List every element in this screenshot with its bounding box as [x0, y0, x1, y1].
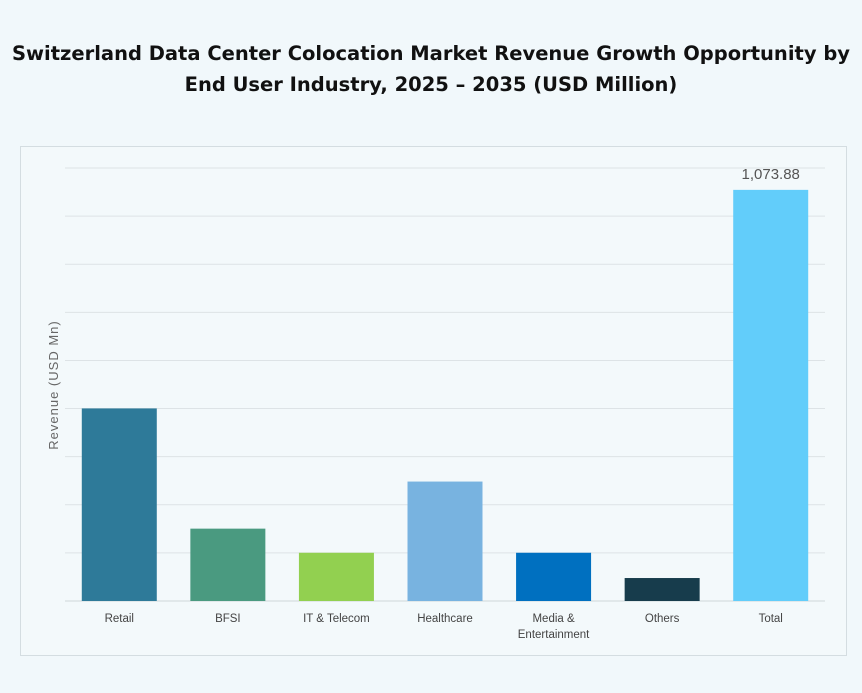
x-tick-label: BFSI: [215, 613, 241, 625]
chart-title: Switzerland Data Center Colocation Marke…: [0, 38, 862, 100]
bar-bfsi: [190, 528, 266, 601]
x-tick-label: Total: [759, 613, 783, 625]
bar-retail: [81, 408, 157, 601]
x-tick-label: Retail: [105, 613, 134, 625]
bar-total: [733, 189, 809, 601]
chart-title-line: End User Industry, 2025 – 2035 (USD Mill…: [184, 73, 678, 96]
bar-others: [624, 578, 700, 601]
x-tick-label: Entertainment: [518, 629, 590, 641]
x-tick-label: Others: [645, 613, 680, 625]
chart-title-line: Switzerland Data Center Colocation Marke…: [11, 42, 850, 65]
x-tick-label: Healthcare: [417, 613, 473, 625]
bar-it-telecom: [298, 552, 374, 601]
bar-healthcare: [407, 481, 483, 601]
x-tick-label: IT & Telecom: [303, 613, 370, 625]
y-axis-label: Revenue (USD Mn): [46, 320, 61, 449]
data-label: 1,073.88: [742, 166, 800, 183]
bar-media-entertainment: [516, 552, 592, 601]
x-tick-label: Media &: [532, 613, 575, 625]
